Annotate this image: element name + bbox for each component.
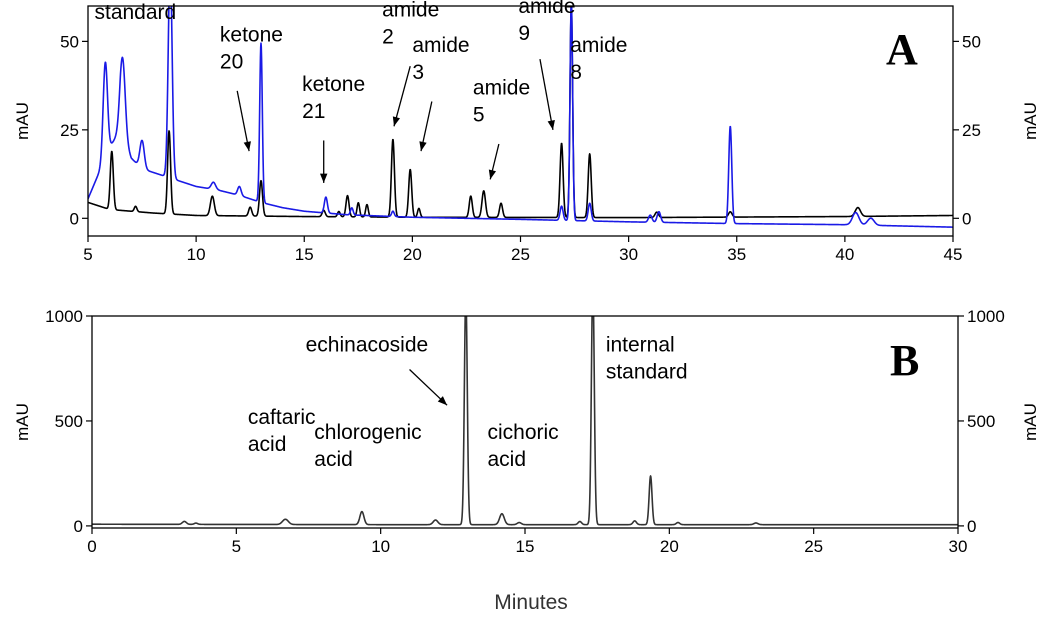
peak-annotation: amide 3	[412, 34, 469, 84]
x-tick-label: 25	[511, 245, 530, 264]
x-tick-label: 10	[187, 245, 206, 264]
peak-annotation: echinacoside	[306, 334, 429, 357]
y-tick-label-right: 0	[967, 517, 976, 536]
y-tick-label-right: 0	[962, 209, 971, 228]
y-tick-label-left: 500	[55, 412, 83, 431]
annotation-arrow-head	[392, 116, 400, 127]
x-tick-label: 15	[516, 537, 535, 556]
x-tick-label: 30	[949, 537, 968, 556]
x-tick-label: 40	[835, 245, 854, 264]
x-tick-label: 35	[727, 245, 746, 264]
x-tick-label: 20	[660, 537, 679, 556]
panel-a-chart: 5 10 15 20 25 30 35 40 45 0 0 25 25 50 50 mAU mAU Aintern…	[13, 0, 1040, 264]
panel-letter: B	[890, 336, 919, 385]
y-tick-label-right: 1000	[967, 307, 1005, 326]
peak-annotation: ketone 20	[220, 23, 283, 73]
y-tick-label-left: 0	[70, 209, 79, 228]
x-axis-label: Minutes	[494, 591, 568, 614]
series-2-trace	[88, 6, 953, 228]
annotation-arrow-line	[236, 90, 250, 152]
y-tick-label-left: 25	[60, 121, 79, 140]
x-tick-label: 20	[403, 245, 422, 264]
peak-annotation: chlorogenic acid	[314, 421, 421, 471]
x-tick-label: 45	[944, 245, 963, 264]
y-tick-label-right: 50	[962, 32, 981, 51]
y-axis-label-left: mAU	[13, 403, 32, 441]
x-tick-label: 10	[371, 537, 390, 556]
peak-annotation: amide 9	[518, 0, 575, 45]
panel-letter: A	[886, 25, 918, 74]
x-tick-label: 5	[232, 537, 241, 556]
annotation-arrow-head	[437, 396, 448, 406]
peak-annotation: amide 5	[473, 76, 530, 126]
peak-annotation: caftaric acid	[248, 406, 316, 456]
series-1-trace	[88, 6, 953, 219]
x-tick-label: 15	[295, 245, 314, 264]
series-1-trace	[92, 316, 958, 526]
x-tick-label: 5	[83, 245, 92, 264]
annotation-arrow-head	[547, 120, 555, 130]
y-tick-label-left: 1000	[45, 307, 83, 326]
peak-annotation: amide 2	[382, 0, 439, 49]
annotation-arrow-head	[320, 173, 328, 183]
x-tick-label: 0	[87, 537, 96, 556]
peak-annotation: amide 8	[570, 34, 627, 84]
y-tick-label-right: 500	[967, 412, 995, 431]
annotation-arrow-line	[393, 65, 411, 127]
annotation-arrow-line	[539, 58, 554, 130]
y-axis-label-right: mAU	[1021, 102, 1040, 140]
x-tick-label: 30	[619, 245, 638, 264]
peak-annotation: cichoric acid	[487, 421, 558, 471]
annotation-arrow-head	[419, 141, 427, 152]
y-axis-label-right: mAU	[1021, 403, 1040, 441]
annotation-arrow-head	[243, 141, 251, 152]
y-tick-label-left: 0	[74, 517, 83, 536]
y-axis-label-left: mAU	[13, 102, 32, 140]
y-tick-label-right: 25	[962, 121, 981, 140]
y-tick-label-left: 50	[60, 32, 79, 51]
annotation-arrow-head	[488, 169, 497, 180]
peak-annotation: ketone 21	[302, 73, 365, 123]
x-tick-label: 25	[804, 537, 823, 556]
